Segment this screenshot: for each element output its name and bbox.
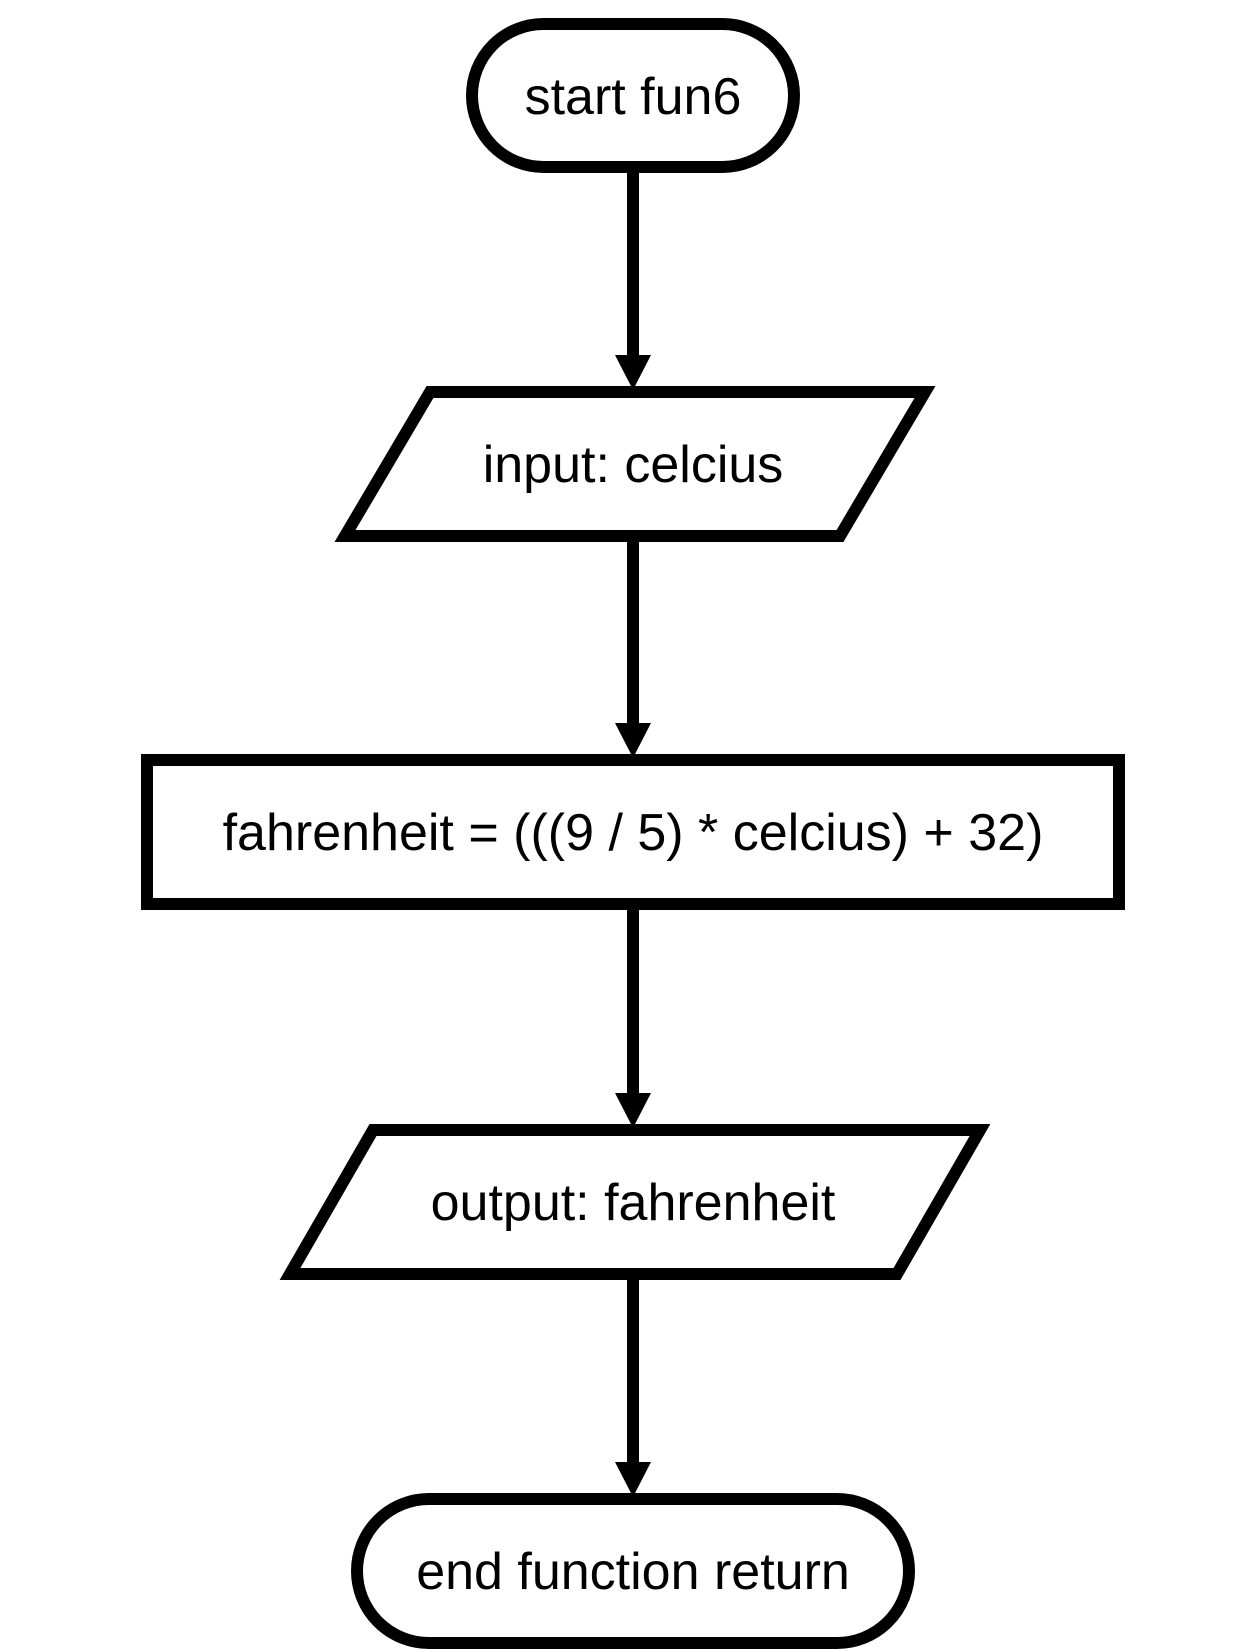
node-start-label: start fun6 <box>525 68 742 126</box>
node-end: end function return <box>351 1493 915 1649</box>
node-output: output: fahrenheit <box>279 1124 991 1280</box>
node-end-label: end function return <box>416 1543 850 1601</box>
edge-input-to-process <box>615 534 651 758</box>
node-input-label: input: celcius <box>483 436 784 494</box>
process-shape <box>141 754 1125 910</box>
edge-start-to-input <box>615 167 651 390</box>
terminator-shape <box>351 1493 915 1649</box>
edge-output-to-end <box>615 1272 651 1497</box>
io-shape <box>279 1124 991 1280</box>
node-process: fahrenheit = (((9 / 5) * celcius) + 32) <box>141 754 1125 910</box>
io-shape <box>334 386 936 542</box>
node-output-label: output: fahrenheit <box>431 1174 836 1232</box>
node-process-label: fahrenheit = (((9 / 5) * celcius) + 32) <box>223 804 1044 862</box>
edge-process-to-output <box>615 903 651 1128</box>
node-input: input: celcius <box>334 386 936 542</box>
terminator-shape <box>466 18 800 173</box>
node-start: start fun6 <box>466 18 800 173</box>
